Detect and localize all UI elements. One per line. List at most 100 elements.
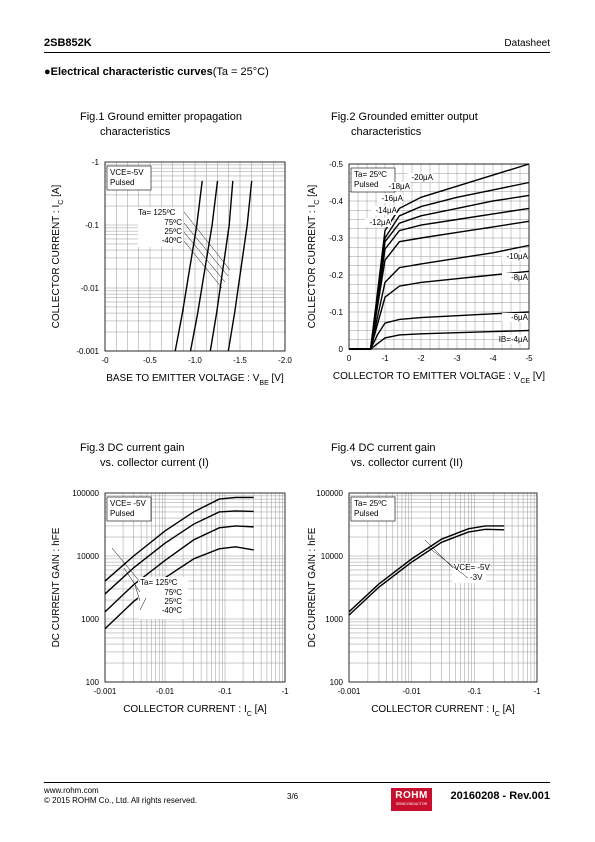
fig2-plot-frame: [348, 163, 530, 350]
fig3-leader-line: [134, 584, 141, 602]
fig3-title: Fig.3 DC current gain vs. collector curr…: [80, 441, 209, 471]
fig4-series-line: [348, 525, 505, 613]
footer-url[interactable]: www.rohm.com: [44, 786, 99, 795]
fig2-series-line: [349, 329, 530, 350]
fig2-series-label-bg: [502, 335, 528, 344]
fig2-y-tick-label: 0: [339, 345, 344, 354]
fig2-title-line2: characteristics: [351, 126, 422, 138]
fig4-y-tick-label: 10000: [321, 552, 344, 561]
fig2-series-label-bg: [377, 194, 403, 203]
logo-text: ROHM: [395, 790, 428, 801]
fig2-x-tick-label: -2: [417, 354, 425, 363]
fig3-series-line: [104, 525, 254, 613]
fig2-series-label-bg: [502, 252, 528, 261]
fig3-leader-line: [123, 567, 141, 593]
fig4-series-line: [348, 528, 505, 616]
fig1-condition-text: VCE=-5V: [110, 168, 144, 177]
fig1-series-label: Ta= 125ºC: [138, 208, 176, 217]
section-heading: ●Electrical characteristic curves(Ta = 2…: [44, 66, 269, 78]
fig3-series-label: Ta= 125ºC: [140, 578, 178, 587]
footer-divider: [44, 782, 550, 783]
fig2-y-tick-label: -0.4: [329, 197, 343, 206]
fig4-condition-text: Pulsed: [354, 509, 378, 518]
fig4-leader-line: [424, 539, 454, 569]
fig2-condition-text: Pulsed: [354, 180, 378, 189]
fig1-x-tick-label: -1.5: [233, 356, 247, 365]
fig4-condition-box: [350, 496, 396, 522]
fig3-series-line: [104, 510, 254, 595]
fig1-x-axis-label: BASE TO EMITTER VOLTAGE : VBE [V]: [106, 373, 284, 387]
fig2-x-tick-label: -4: [489, 354, 497, 363]
fig3-y-axis-label: DC CURRENT GAIN : hFE: [51, 527, 62, 647]
fig3-condition-text: Pulsed: [110, 509, 134, 518]
fig1-series-line: [189, 180, 219, 352]
fig3-y-tick-label: 10000: [77, 552, 100, 561]
fig1-x-tick-label: -2.0: [278, 356, 292, 365]
fig2-series-label-bg: [502, 273, 528, 282]
fig2-x-tick-label: -1: [381, 354, 389, 363]
page-number: 3/6: [287, 792, 299, 801]
fig4-condition-text: Ta= 25ºC: [354, 499, 387, 508]
fig1-y-tick-label: -0.1: [85, 221, 99, 230]
fig4-series-label-bg: [452, 563, 486, 583]
fig1-x-tick-label: -0.5: [143, 356, 157, 365]
fig1-title-line1: Fig.1 Ground emitter propagation: [80, 111, 243, 123]
fig2-series-label: -10μA: [506, 252, 528, 261]
fig3-series-label: 75ºC: [164, 588, 182, 597]
fig2-title-line1: Fig.2 Grounded emitter output: [331, 111, 478, 123]
fig3-x-axis-label: COLLECTOR CURRENT : IC [A]: [123, 704, 267, 718]
fig4-y-tick-label: 100000: [316, 489, 343, 498]
fig1-series-line: [174, 180, 203, 352]
fig2-x-tick-label: -3: [453, 354, 461, 363]
fig3-y-tick-label: 100000: [72, 489, 99, 498]
fig3-leader-line: [111, 547, 141, 583]
header-divider: [44, 52, 550, 53]
fig4-x-tick-label: -0.01: [403, 687, 422, 696]
part-number: 2SB852K: [44, 37, 92, 49]
fig1-y-tick-label: -0.001: [76, 347, 99, 356]
fig1-y-tick-label: -1: [92, 158, 100, 167]
fig4-leader-line: [427, 546, 469, 579]
fig1-plot-frame: [104, 161, 286, 352]
rohm-logo: ROHM SEMICONDUCTOR: [391, 788, 432, 811]
fig2-x-tick-label: 0: [347, 354, 352, 363]
fig3-x-tick-label: -0.01: [156, 687, 175, 696]
fig2-title: Fig.2 Grounded emitter output characteri…: [331, 110, 478, 140]
fig2-series-label: -14μA: [375, 206, 397, 215]
section-title: Electrical characteristic curves: [50, 66, 213, 78]
fig1-series-line: [227, 180, 253, 352]
fig2-series-label: -16μA: [381, 194, 403, 203]
fig3-condition-text: VCE= -5V: [110, 499, 146, 508]
fig4-x-tick-label: -0.1: [467, 687, 481, 696]
fig4-series-label: VCE= -5V: [454, 563, 490, 572]
fig3-x-tick-label: -0.001: [94, 687, 117, 696]
fig3-y-tick-label: 100: [86, 678, 100, 687]
fig4-x-axis-label: COLLECTOR CURRENT : IC [A]: [371, 704, 515, 718]
fig2-x-tick-label: -5: [525, 354, 533, 363]
fig2-y-tick-label: -0.1: [329, 308, 343, 317]
fig2-x-axis-label: COLLECTOR TO EMITTER VOLTAGE : VCE [V]: [333, 371, 545, 385]
fig2-y-tick-label: -0.3: [329, 234, 343, 243]
fig4-title: Fig.4 DC current gain vs. collector curr…: [331, 441, 463, 471]
fig4-x-tick-label: -0.001: [338, 687, 361, 696]
fig2-series-label: -6μA: [511, 313, 529, 322]
fig4-x-tick-label: -1: [533, 687, 541, 696]
fig1-x-tick-label: -1.0: [188, 356, 202, 365]
fig2-series-line: [349, 163, 530, 350]
bullet-icon: ●: [44, 66, 51, 78]
fig1-condition-box: [106, 165, 152, 191]
fig1-leader-line: [183, 211, 231, 271]
fig2-series-label-bg: [365, 218, 391, 227]
fig1-series-label: -40ºC: [162, 236, 182, 245]
fig3-x-tick-label: -0.1: [218, 687, 232, 696]
fig3-series-line: [104, 546, 254, 630]
fig1-series-label-bg: [138, 207, 183, 247]
document-type: Datasheet: [504, 38, 550, 49]
fig4-y-tick-label: 100: [330, 678, 344, 687]
fig4-series-label: -3V: [470, 573, 483, 582]
fig3-title-line1: Fig.3 DC current gain: [80, 442, 185, 454]
fig4-plot-frame: [348, 492, 538, 683]
